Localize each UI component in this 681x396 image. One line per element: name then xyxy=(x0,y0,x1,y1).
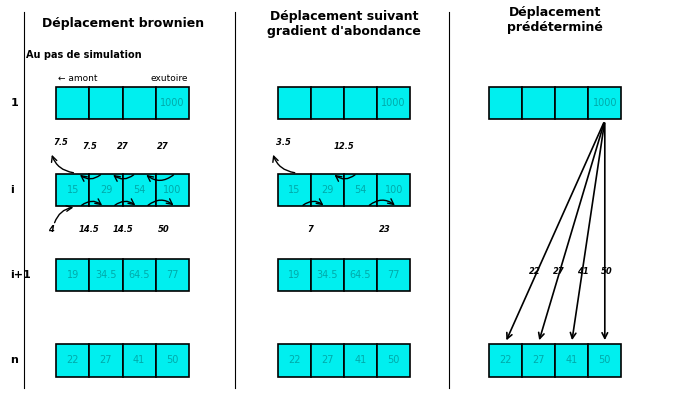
Text: 50: 50 xyxy=(166,355,178,366)
Bar xyxy=(377,344,410,377)
Bar xyxy=(311,174,344,206)
Text: 54: 54 xyxy=(133,185,145,195)
Text: 22: 22 xyxy=(499,355,511,366)
Text: 27: 27 xyxy=(321,355,334,366)
Bar xyxy=(311,259,344,291)
Bar xyxy=(56,259,89,291)
Text: 41: 41 xyxy=(577,267,589,276)
Bar xyxy=(56,174,89,206)
Bar xyxy=(344,259,377,291)
Text: 22: 22 xyxy=(288,355,300,366)
Text: 23: 23 xyxy=(379,225,391,234)
Text: 19: 19 xyxy=(288,270,300,280)
Text: 100: 100 xyxy=(385,185,403,195)
Bar xyxy=(278,344,311,377)
Text: 27: 27 xyxy=(157,142,168,151)
Bar xyxy=(123,344,156,377)
Bar xyxy=(488,344,522,377)
Text: 12.5: 12.5 xyxy=(334,142,354,151)
Text: Déplacement suivant
gradient d'abondance: Déplacement suivant gradient d'abondance xyxy=(267,10,421,38)
Text: 41: 41 xyxy=(354,355,366,366)
Bar xyxy=(588,87,621,119)
Text: 15: 15 xyxy=(288,185,300,195)
Bar xyxy=(377,259,410,291)
Text: 41: 41 xyxy=(565,355,577,366)
Text: 50: 50 xyxy=(158,225,170,234)
Text: 15: 15 xyxy=(67,185,79,195)
Bar xyxy=(89,259,123,291)
Bar xyxy=(89,174,123,206)
Text: 27: 27 xyxy=(553,267,565,276)
Text: 54: 54 xyxy=(354,185,366,195)
Text: 77: 77 xyxy=(387,270,400,280)
Bar xyxy=(344,344,377,377)
Bar xyxy=(488,87,522,119)
Bar xyxy=(344,87,377,119)
Text: Déplacement brownien: Déplacement brownien xyxy=(42,17,204,30)
Text: 64.5: 64.5 xyxy=(129,270,150,280)
Bar xyxy=(123,174,156,206)
Text: 27: 27 xyxy=(532,355,545,366)
Bar xyxy=(522,87,555,119)
Text: 34.5: 34.5 xyxy=(95,270,116,280)
Text: 64.5: 64.5 xyxy=(350,270,371,280)
Text: 50: 50 xyxy=(599,355,611,366)
Bar xyxy=(89,87,123,119)
Text: 1000: 1000 xyxy=(160,98,185,108)
Text: 3.5: 3.5 xyxy=(276,138,291,147)
Text: i+1: i+1 xyxy=(10,270,31,280)
Text: 27: 27 xyxy=(116,142,129,151)
Text: 7: 7 xyxy=(308,225,314,234)
Bar xyxy=(156,174,189,206)
Text: 41: 41 xyxy=(133,355,145,366)
Text: 50: 50 xyxy=(601,267,613,276)
Bar xyxy=(377,174,410,206)
Bar xyxy=(344,174,377,206)
Text: Au pas de simulation: Au pas de simulation xyxy=(26,50,142,61)
Text: 1000: 1000 xyxy=(381,98,406,108)
Text: ← amont: ← amont xyxy=(57,74,97,82)
Text: 50: 50 xyxy=(387,355,400,366)
Bar xyxy=(156,259,189,291)
Text: 4: 4 xyxy=(48,225,54,234)
Text: i: i xyxy=(10,185,14,195)
Bar xyxy=(156,87,189,119)
Bar xyxy=(555,344,588,377)
Text: 14.5: 14.5 xyxy=(112,225,133,234)
Text: 19: 19 xyxy=(67,270,79,280)
Text: 29: 29 xyxy=(321,185,334,195)
Bar xyxy=(522,344,555,377)
Bar xyxy=(123,87,156,119)
Bar xyxy=(377,87,410,119)
Text: 22: 22 xyxy=(67,355,79,366)
Text: exutoire: exutoire xyxy=(150,74,187,82)
Bar xyxy=(89,344,123,377)
Bar xyxy=(311,344,344,377)
Text: 29: 29 xyxy=(100,185,112,195)
Text: 34.5: 34.5 xyxy=(317,270,338,280)
Text: 7.5: 7.5 xyxy=(82,142,97,151)
Bar xyxy=(123,259,156,291)
Bar xyxy=(278,174,311,206)
Bar xyxy=(311,87,344,119)
Text: 1: 1 xyxy=(10,98,18,108)
Text: 14.5: 14.5 xyxy=(79,225,99,234)
Bar xyxy=(56,344,89,377)
Text: Déplacement
prédéterminé: Déplacement prédéterminé xyxy=(507,6,603,34)
Bar xyxy=(56,87,89,119)
Text: 1000: 1000 xyxy=(592,98,617,108)
Text: 22: 22 xyxy=(529,267,541,276)
Bar xyxy=(588,344,621,377)
Text: n: n xyxy=(10,355,18,366)
Text: 77: 77 xyxy=(166,270,178,280)
Bar xyxy=(278,87,311,119)
Text: 100: 100 xyxy=(163,185,182,195)
Bar xyxy=(555,87,588,119)
Text: 27: 27 xyxy=(99,355,112,366)
Bar xyxy=(278,259,311,291)
Text: 7.5: 7.5 xyxy=(53,138,68,147)
Bar xyxy=(156,344,189,377)
